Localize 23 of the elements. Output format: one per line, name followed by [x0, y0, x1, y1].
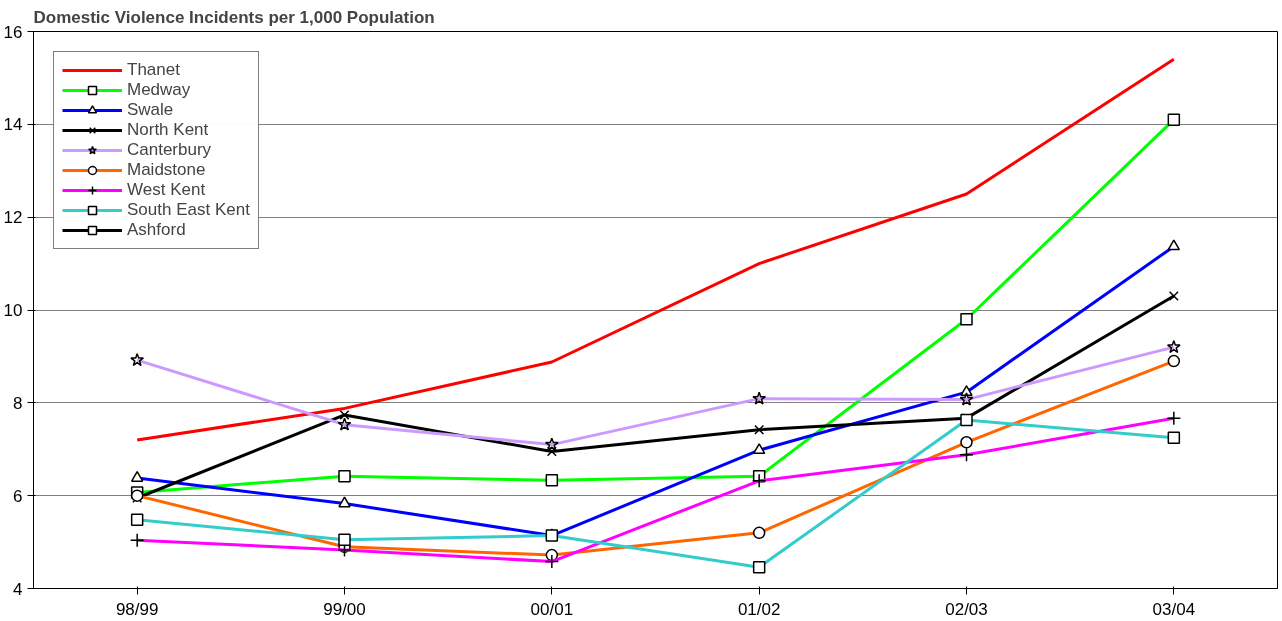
- legend-label: Thanet: [127, 60, 180, 80]
- y-tick-label: 10: [3, 301, 23, 320]
- legend-label: North Kent: [127, 120, 209, 140]
- y-tick-label: 16: [3, 22, 23, 42]
- y-tick-label: 8: [13, 393, 23, 413]
- x-tick-label: 99/00: [323, 599, 366, 619]
- legend-label: South East Kent: [127, 200, 250, 220]
- y-tick-label: 6: [13, 486, 23, 506]
- x-tick-label: 03/04: [1152, 599, 1196, 619]
- x-tick-label: 01/02: [737, 599, 781, 619]
- legend-label: Medway: [127, 80, 191, 100]
- legend-label: Ashford: [127, 220, 186, 240]
- y-tick-label: 14: [3, 115, 23, 135]
- legend-label: West Kent: [127, 180, 206, 200]
- chart-title: Domestic Violence Incidents per 1,000 Population: [33, 7, 435, 27]
- legend-label: Canterbury: [127, 140, 212, 160]
- legend-label: Maidstone: [127, 160, 206, 180]
- legend-label: Swale: [127, 100, 174, 120]
- x-tick-label: 00/01: [530, 599, 574, 619]
- y-tick-label: 12: [3, 208, 23, 228]
- y-tick-label: 4: [13, 579, 23, 599]
- x-tick-label: 98/99: [115, 599, 159, 619]
- x-tick-label: 02/03: [945, 599, 988, 619]
